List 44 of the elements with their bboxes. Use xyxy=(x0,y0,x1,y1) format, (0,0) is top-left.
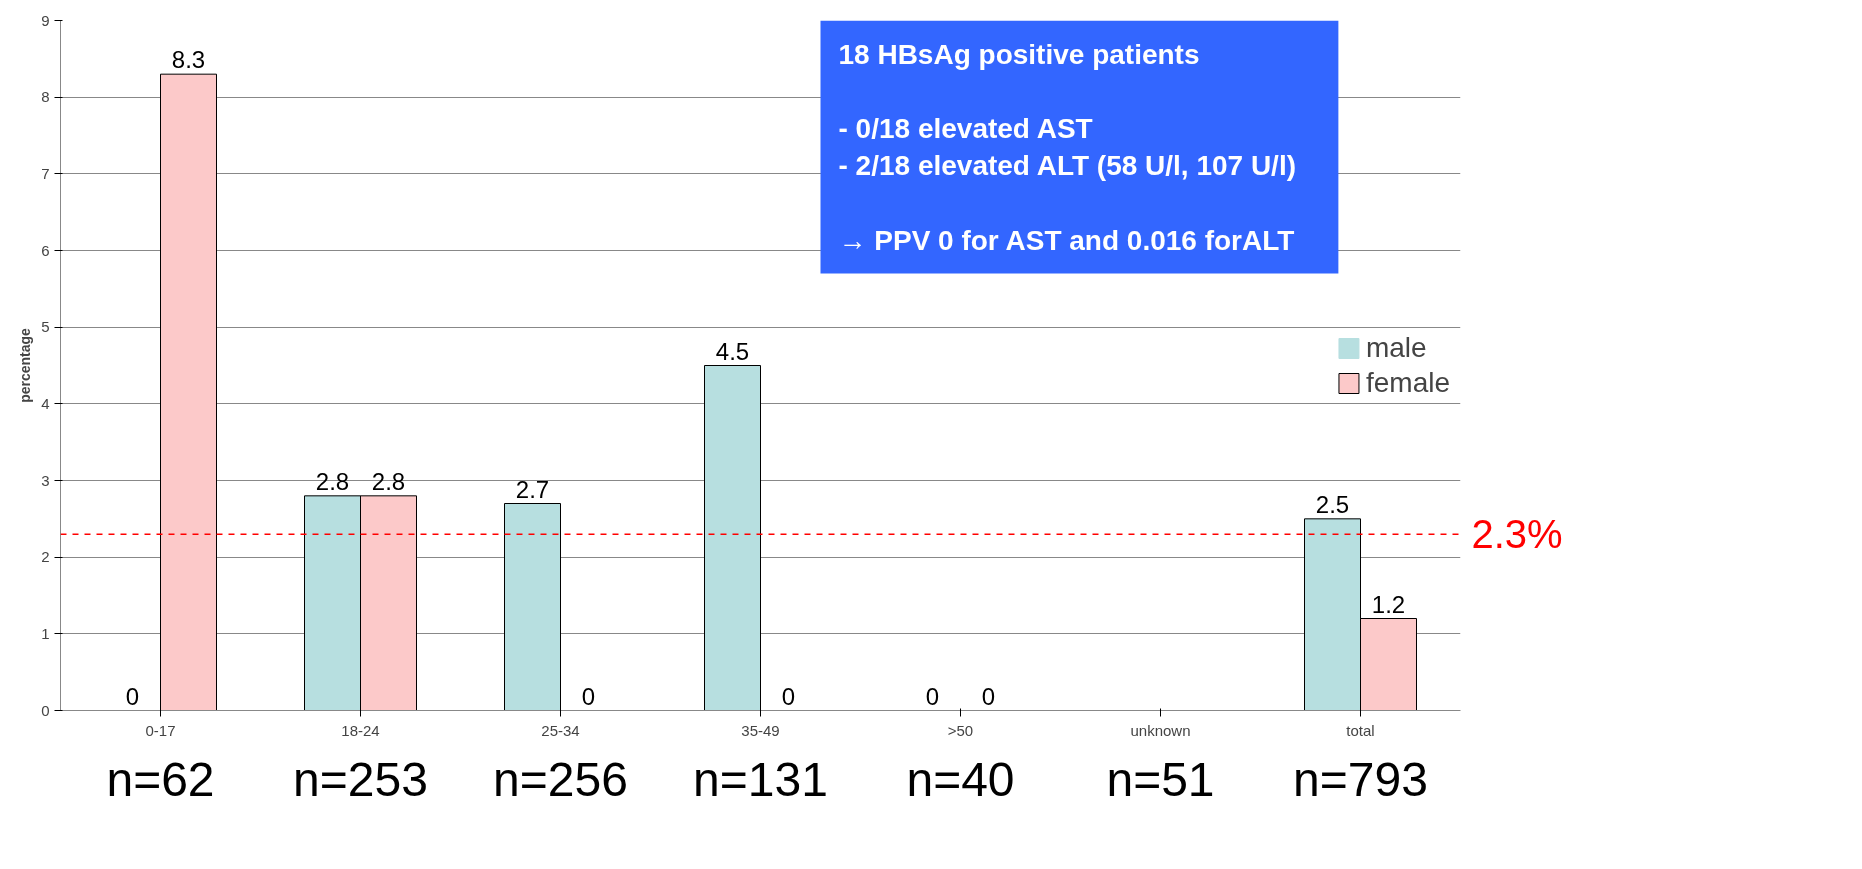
x-tick-label: >50 xyxy=(947,721,974,739)
legend-label: female xyxy=(1365,366,1450,399)
text: n=253 xyxy=(293,752,428,806)
x-tick-label: 35-49 xyxy=(741,721,780,739)
text: n=40 xyxy=(906,752,1015,806)
y-tick-label: 1 xyxy=(41,624,50,642)
data-label: 0 xyxy=(981,682,996,710)
y-tick-label: 5 xyxy=(41,318,50,336)
data-label: 4.5 xyxy=(715,337,750,365)
text: n=793 xyxy=(1293,752,1428,806)
annotation: 18 HBsAg positive patients xyxy=(838,38,1200,70)
legend-label: male xyxy=(1365,331,1427,364)
y-tick-label: 3 xyxy=(41,471,50,489)
y-tick-label: 0 xyxy=(41,701,50,719)
data-label: 1.2 xyxy=(1371,590,1406,618)
y-axis-title: percentage xyxy=(17,327,34,403)
ref-line-label: 2.3% xyxy=(1471,512,1563,557)
annotation: → PPV 0 for AST and 0.016 forALT xyxy=(838,224,1295,256)
x-tick-label: unknown xyxy=(1130,721,1191,739)
data-label: 2.5 xyxy=(1315,490,1350,518)
data-label: 2.8 xyxy=(371,467,406,495)
x-tick-label: 0-17 xyxy=(145,721,176,739)
y-tick-label: 9 xyxy=(41,11,50,29)
text: n=131 xyxy=(693,752,828,806)
data-label: 0 xyxy=(781,682,796,710)
text: n=62 xyxy=(106,752,215,806)
data-label: 8.3 xyxy=(171,46,206,74)
data-label: 2.7 xyxy=(515,475,550,503)
x-tick-label: 25-34 xyxy=(541,721,580,739)
annotation: - 0/18 elevated AST xyxy=(838,112,1093,144)
data-label: 2.8 xyxy=(315,467,350,495)
text: n=256 xyxy=(493,752,628,806)
y-tick-label: 6 xyxy=(41,241,50,259)
data-label: 0 xyxy=(925,682,940,710)
x-tick-label: 18-24 xyxy=(341,721,380,739)
x-tick-label: total xyxy=(1346,721,1375,739)
data-label: 0 xyxy=(125,682,140,710)
text: n=51 xyxy=(1106,752,1215,806)
data-label: 0 xyxy=(581,682,596,710)
y-tick-label: 4 xyxy=(41,394,50,412)
y-tick-label: 7 xyxy=(41,164,50,182)
y-tick-label: 8 xyxy=(41,88,50,106)
y-tick-label: 2 xyxy=(41,548,50,566)
annotation: - 2/18 elevated ALT (58 U/l, 107 U/l) xyxy=(838,150,1297,182)
